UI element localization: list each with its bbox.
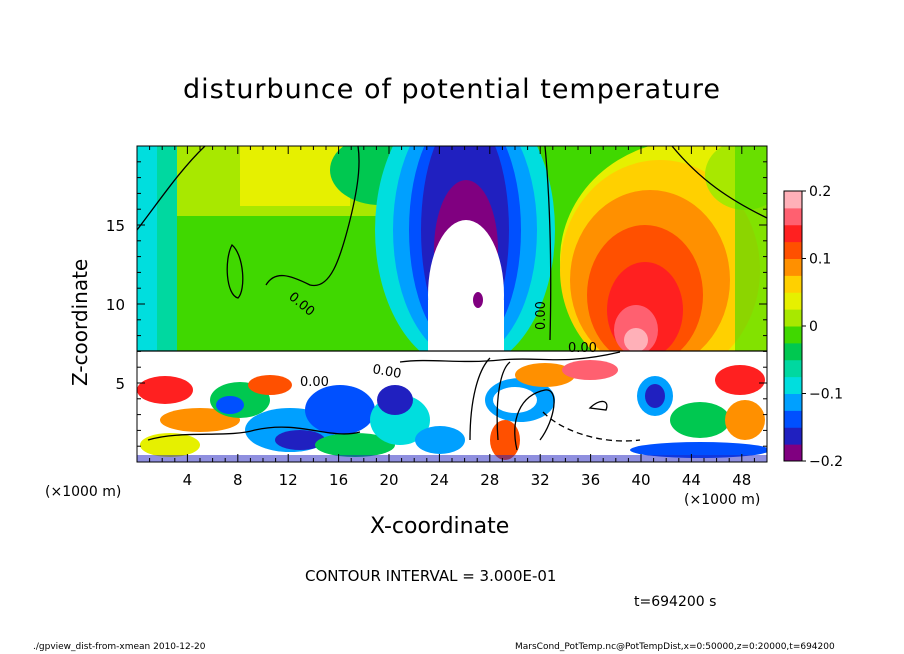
x-tick-label: 16 bbox=[329, 471, 348, 489]
contour-label: 0.00 bbox=[568, 341, 597, 356]
x-tick-label: 44 bbox=[682, 471, 701, 489]
contour-label: 0.00 bbox=[371, 362, 402, 382]
y-tick-label: 10 bbox=[106, 296, 125, 314]
colorbar-swatch bbox=[784, 224, 802, 243]
colorbar-swatch bbox=[784, 191, 802, 209]
colorbar-swatch bbox=[784, 275, 802, 293]
x-tick-label: 48 bbox=[732, 471, 751, 489]
colorbar-tick-label: 0.2 bbox=[809, 184, 831, 200]
footer-right: MarsCond_PotTemp.nc@PotTempDist,x=0:5000… bbox=[515, 642, 835, 652]
contour-label: 0.00 bbox=[534, 301, 549, 330]
colorbar-swatch bbox=[784, 427, 802, 445]
x-tick-label: 40 bbox=[631, 471, 650, 489]
contour-label: 0.00 bbox=[300, 375, 329, 390]
colorbar-swatch bbox=[784, 326, 802, 344]
x-axis-label: X-coordinate bbox=[370, 514, 510, 539]
y-axis: 5 10 15 bbox=[106, 161, 767, 447]
plot-area bbox=[137, 146, 767, 462]
colorbar-tick-label: −0.1 bbox=[809, 387, 843, 403]
x-tick-label: 4 bbox=[183, 471, 193, 489]
x-tick-label: 20 bbox=[379, 471, 398, 489]
footer-left: ./gpview_dist-from-xmean 2010-12-20 bbox=[33, 642, 206, 652]
colorbar-tick-label: 0 bbox=[809, 319, 818, 335]
y-axis-label: Z-coordinate bbox=[68, 258, 92, 386]
x-axis: 4 8 12 16 20 24 28 32 36 40 44 48 bbox=[149, 146, 755, 489]
colorbar-swatch bbox=[784, 309, 802, 327]
colorbar-swatch bbox=[784, 258, 802, 276]
colorbar-tick-label: 0.1 bbox=[809, 252, 831, 268]
x-tick-label: 36 bbox=[581, 471, 600, 489]
colorbar-tick-label: −0.2 bbox=[809, 454, 843, 470]
colorbar-swatch bbox=[784, 359, 802, 378]
colorbar-swatch bbox=[784, 410, 802, 428]
x-tick-label: 8 bbox=[233, 471, 243, 489]
colorbar-swatch bbox=[784, 393, 802, 411]
colorbar-swatch bbox=[784, 444, 802, 462]
x-tick-label: 32 bbox=[531, 471, 550, 489]
x-tick-label: 24 bbox=[430, 471, 449, 489]
x-unit-label-right: (×1000 m) bbox=[684, 492, 761, 508]
colorbar-swatch bbox=[784, 241, 802, 259]
colorbar-swatch bbox=[784, 342, 802, 361]
contour-interval: CONTOUR INTERVAL = 3.000E-01 bbox=[305, 567, 557, 585]
x-unit-label-left: (×1000 m) bbox=[45, 484, 122, 500]
chart-title: disturbunce of potential temperature bbox=[183, 74, 721, 105]
y-tick-label: 5 bbox=[115, 375, 125, 393]
colorbar-swatch bbox=[784, 207, 802, 226]
y-tick-label: 15 bbox=[106, 217, 125, 235]
colorbar-swatch bbox=[784, 292, 802, 310]
x-tick-label: 28 bbox=[480, 471, 499, 489]
x-tick-label: 12 bbox=[279, 471, 298, 489]
colorbar-swatch bbox=[784, 376, 802, 394]
colorbar: 0.2 0.1 0 −0.1 −0.2 bbox=[783, 184, 843, 470]
time-label: t=694200 s bbox=[634, 594, 717, 610]
contour-lines bbox=[137, 146, 767, 451]
